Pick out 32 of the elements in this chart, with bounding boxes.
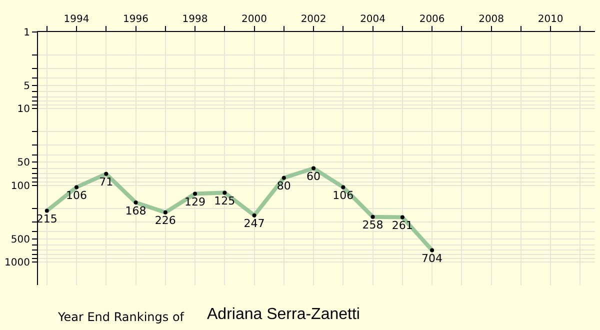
data-label: 226 — [154, 214, 176, 228]
y-tick-label: 500 — [10, 234, 30, 246]
data-label: 106 — [66, 188, 88, 202]
y-tick-label: 100 — [10, 180, 30, 192]
data-label: 80 — [276, 180, 291, 193]
text: Adriana Serra-Zanetti — [207, 306, 360, 323]
x-tick-label: 1998 — [182, 14, 208, 25]
y-tick-label: 5 — [24, 81, 30, 92]
x-tick-label: 1994 — [64, 14, 90, 25]
data-label: 258 — [362, 218, 384, 232]
x-tick-label: 1996 — [123, 14, 148, 25]
x-tick-label: 2000 — [242, 14, 268, 25]
data-label: 125 — [214, 194, 236, 208]
x-tick-label: 2010 — [538, 14, 564, 25]
data-label: 71 — [99, 176, 114, 189]
data-label: 261 — [392, 218, 413, 232]
y-tick-label: 1 — [24, 28, 30, 38]
x-tick-label: 2008 — [478, 14, 504, 25]
data-label: 168 — [125, 204, 146, 218]
x-tick-label: 2006 — [419, 14, 445, 25]
x-tick-label: 2002 — [300, 14, 326, 25]
y-tick-label: 50 — [17, 158, 30, 169]
data-label: 215 — [36, 212, 58, 226]
y-tick-label: 1000 — [4, 257, 30, 268]
data-label: 60 — [306, 170, 321, 184]
text: Year End Rankings of — [57, 310, 185, 324]
data-label: 106 — [332, 188, 354, 202]
x-tick-label: 2004 — [360, 14, 386, 25]
y-tick-label: 10 — [17, 104, 30, 116]
data-label: 129 — [184, 196, 206, 209]
data-label: 247 — [244, 217, 265, 230]
data-label: 704 — [422, 252, 443, 265]
